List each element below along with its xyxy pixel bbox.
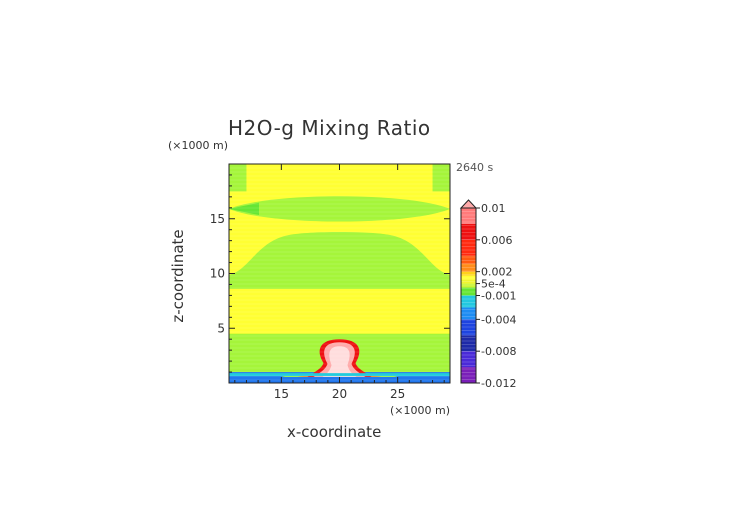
- colorbar-segment: [461, 263, 476, 272]
- y-axis-unit: (×1000 m): [168, 139, 229, 152]
- x-axis-unit: (×1000 m): [390, 404, 451, 417]
- x-axis-label: x-coordinate: [287, 423, 382, 441]
- colorbar-segment: [461, 287, 476, 296]
- colorbar-segment: [461, 335, 476, 352]
- colorbar-label: 0.01: [481, 202, 506, 215]
- colorbar-segment: [461, 319, 476, 336]
- field-layers: [229, 164, 450, 383]
- colorbar-segment: [461, 283, 476, 288]
- plot-axes: 15 20 25 5 10 15: [210, 163, 451, 401]
- colorbar-segment: [461, 271, 476, 276]
- colorbar-label: -0.012: [481, 377, 516, 390]
- y-tick-label: 15: [210, 212, 225, 226]
- x-tick-label: 20: [332, 387, 347, 401]
- region-upper-right-band: [432, 164, 450, 192]
- colorbar-segment: [461, 239, 476, 256]
- colorbar-segment: [461, 279, 476, 284]
- ground-cyan-strip: [229, 373, 450, 377]
- colorbar-label: -0.008: [481, 345, 516, 358]
- x-tick-label: 15: [274, 387, 289, 401]
- x-tick-label: 25: [390, 387, 405, 401]
- chart-title: H2O-g Mixing Ratio: [228, 116, 431, 140]
- colorbar-segment: [461, 223, 476, 240]
- y-axis-label: z-coordinate: [169, 229, 187, 323]
- y-tick-label: 5: [217, 321, 225, 335]
- colorbar-segment: [461, 307, 476, 320]
- colorbar-label: 0.006: [481, 234, 513, 247]
- colorbar-segment: [461, 275, 476, 280]
- y-tick-label: 10: [210, 267, 225, 281]
- colorbar-segment: [461, 295, 476, 308]
- timestamp: 2640 s: [456, 161, 494, 174]
- colorbar-label: 5e-4: [481, 278, 506, 291]
- colorbar-label: -0.004: [481, 313, 516, 326]
- colorbar-segment: [461, 367, 476, 383]
- colorbar-segment: [461, 255, 476, 264]
- colorbar-segment: [461, 351, 476, 368]
- region-upper-left-band: [229, 164, 247, 192]
- colorbar-extend-arrow: [459, 199, 478, 209]
- colorbar-label: 0.002: [481, 266, 513, 279]
- contour-field: [229, 164, 450, 383]
- colorbar-label: -0.001: [481, 290, 516, 303]
- colorbar-segment: [461, 208, 476, 224]
- region-lens-left-tip: [229, 202, 259, 216]
- plume-core: [322, 346, 357, 377]
- region-middle-green-body: [229, 231, 450, 289]
- region-lens-15km: [229, 196, 450, 222]
